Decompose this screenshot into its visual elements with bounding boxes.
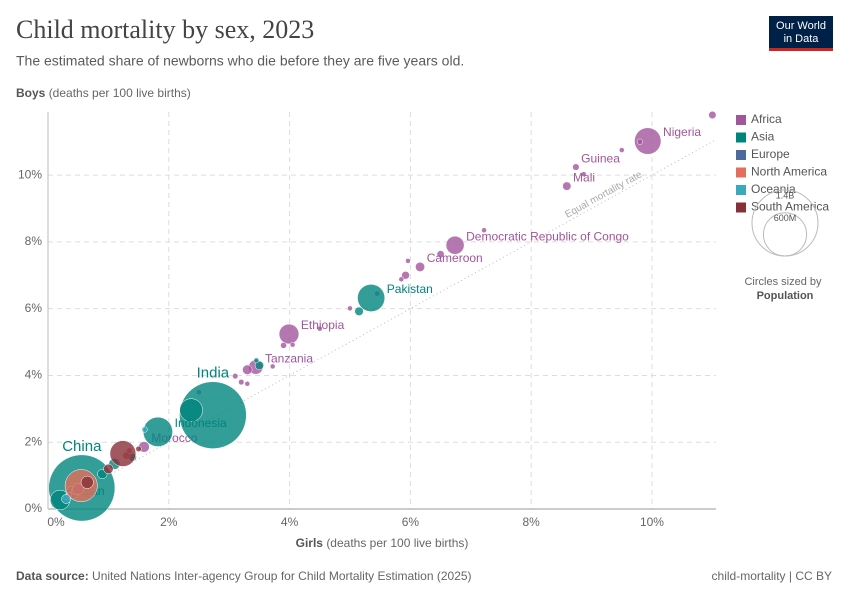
bubble [135, 445, 142, 452]
legend-swatch [736, 185, 746, 195]
source: Data source: United Nations Inter-agency… [16, 569, 472, 583]
size-legend-label: 1.4B [776, 190, 795, 200]
source-label: Data source: [16, 569, 89, 583]
y-axis-label: Boys (deaths per 100 live births) [16, 86, 191, 100]
bubble [289, 341, 296, 348]
bubble [580, 171, 587, 177]
size-legend-label: 600M [774, 213, 797, 223]
x-tick-label: 10% [640, 515, 664, 529]
y-axis-label-bold: Boys [16, 86, 46, 100]
y-tick-label: 8% [25, 234, 43, 248]
legend-label: Asia [751, 130, 775, 144]
x-tick-label: 2% [160, 515, 178, 529]
bubble [415, 262, 425, 272]
bubble [436, 250, 445, 259]
legend-swatch [736, 115, 746, 125]
bubble [347, 305, 353, 312]
size-note: Circles sized by [744, 276, 822, 288]
bubble [141, 426, 148, 433]
bubble [708, 111, 717, 119]
bubble [254, 360, 264, 370]
legend-label: Oceania [751, 182, 796, 196]
bubble [481, 227, 487, 233]
x-axis-label-rest: (deaths per 100 live births) [326, 536, 468, 550]
point-label: Tanzania [265, 351, 313, 365]
bubble [80, 475, 94, 489]
bubble [636, 138, 643, 145]
bubble [238, 379, 245, 386]
size-legend-circle [762, 212, 808, 257]
x-tick-label: 6% [402, 515, 420, 529]
bubble [244, 381, 251, 387]
source-text: United Nations Inter-agency Group for Ch… [92, 569, 472, 583]
point-label: China [62, 438, 102, 455]
y-tick-label: 6% [25, 301, 43, 315]
logo-box [769, 16, 833, 50]
point-label: Pakistan [387, 282, 433, 296]
x-tick-label: 0% [47, 515, 65, 529]
bubble [280, 342, 287, 349]
size-variable: Population [757, 290, 814, 302]
point-label: India [197, 365, 230, 382]
y-tick-label: 2% [25, 434, 43, 448]
bubble [445, 235, 465, 255]
bubble [354, 306, 364, 316]
logo-text: Our World [776, 20, 826, 32]
y-tick-label: 10% [18, 167, 42, 181]
bubble [179, 381, 247, 449]
legend-swatch [736, 167, 746, 178]
bubble [253, 357, 260, 364]
legend-swatch [736, 132, 746, 143]
x-tick-label: 8% [523, 515, 541, 529]
y-axis-label-rest: (deaths per 100 live births) [49, 86, 191, 100]
footer-right: child-mortality | CC BY [712, 569, 832, 583]
legend-label: Africa [751, 112, 782, 126]
x-axis-label: Girls (deaths per 100 live births) [296, 536, 469, 550]
y-tick-label: 0% [25, 501, 43, 515]
bubble [562, 181, 572, 191]
bubble [572, 163, 580, 171]
point-label: Guinea [581, 151, 620, 165]
bubble [179, 398, 203, 422]
point-label: Ethiopia [301, 318, 345, 332]
y-tick-label: 4% [25, 368, 43, 382]
bubble [398, 276, 405, 283]
subtitle: The estimated share of newborns who die … [16, 53, 464, 69]
bubble [109, 440, 137, 467]
point-label: Nigeria [663, 125, 701, 139]
logo-stripe [769, 48, 833, 51]
point-label: Indonesia [175, 416, 227, 430]
legend-label: South America [751, 200, 829, 214]
bubble [619, 147, 625, 153]
bubble [242, 364, 253, 375]
point-label: Cameroon [427, 251, 483, 265]
bubble [61, 494, 71, 504]
point-label: Mali [573, 170, 595, 184]
bubble [278, 323, 300, 345]
equal-line [47, 139, 717, 510]
bubble [142, 416, 173, 447]
x-axis-label-bold: Girls [296, 536, 324, 550]
x-tick-label: 4% [281, 515, 299, 529]
legend-label: North America [751, 165, 827, 179]
legend-swatch [736, 150, 746, 160]
bubble [269, 363, 276, 370]
point-label: Democratic Republic of Congo [466, 229, 629, 243]
legend-label: Europe [751, 147, 790, 161]
legend-swatch [736, 202, 746, 213]
chart-title: Child mortality by sex, 2023 [16, 15, 314, 44]
bubble [401, 271, 410, 280]
bubble [405, 258, 411, 264]
bubble [357, 284, 386, 312]
bubble [317, 325, 323, 332]
bubble [103, 463, 114, 475]
logo-text: in Data [784, 33, 820, 45]
bubble [232, 373, 239, 380]
bubble [634, 127, 662, 155]
